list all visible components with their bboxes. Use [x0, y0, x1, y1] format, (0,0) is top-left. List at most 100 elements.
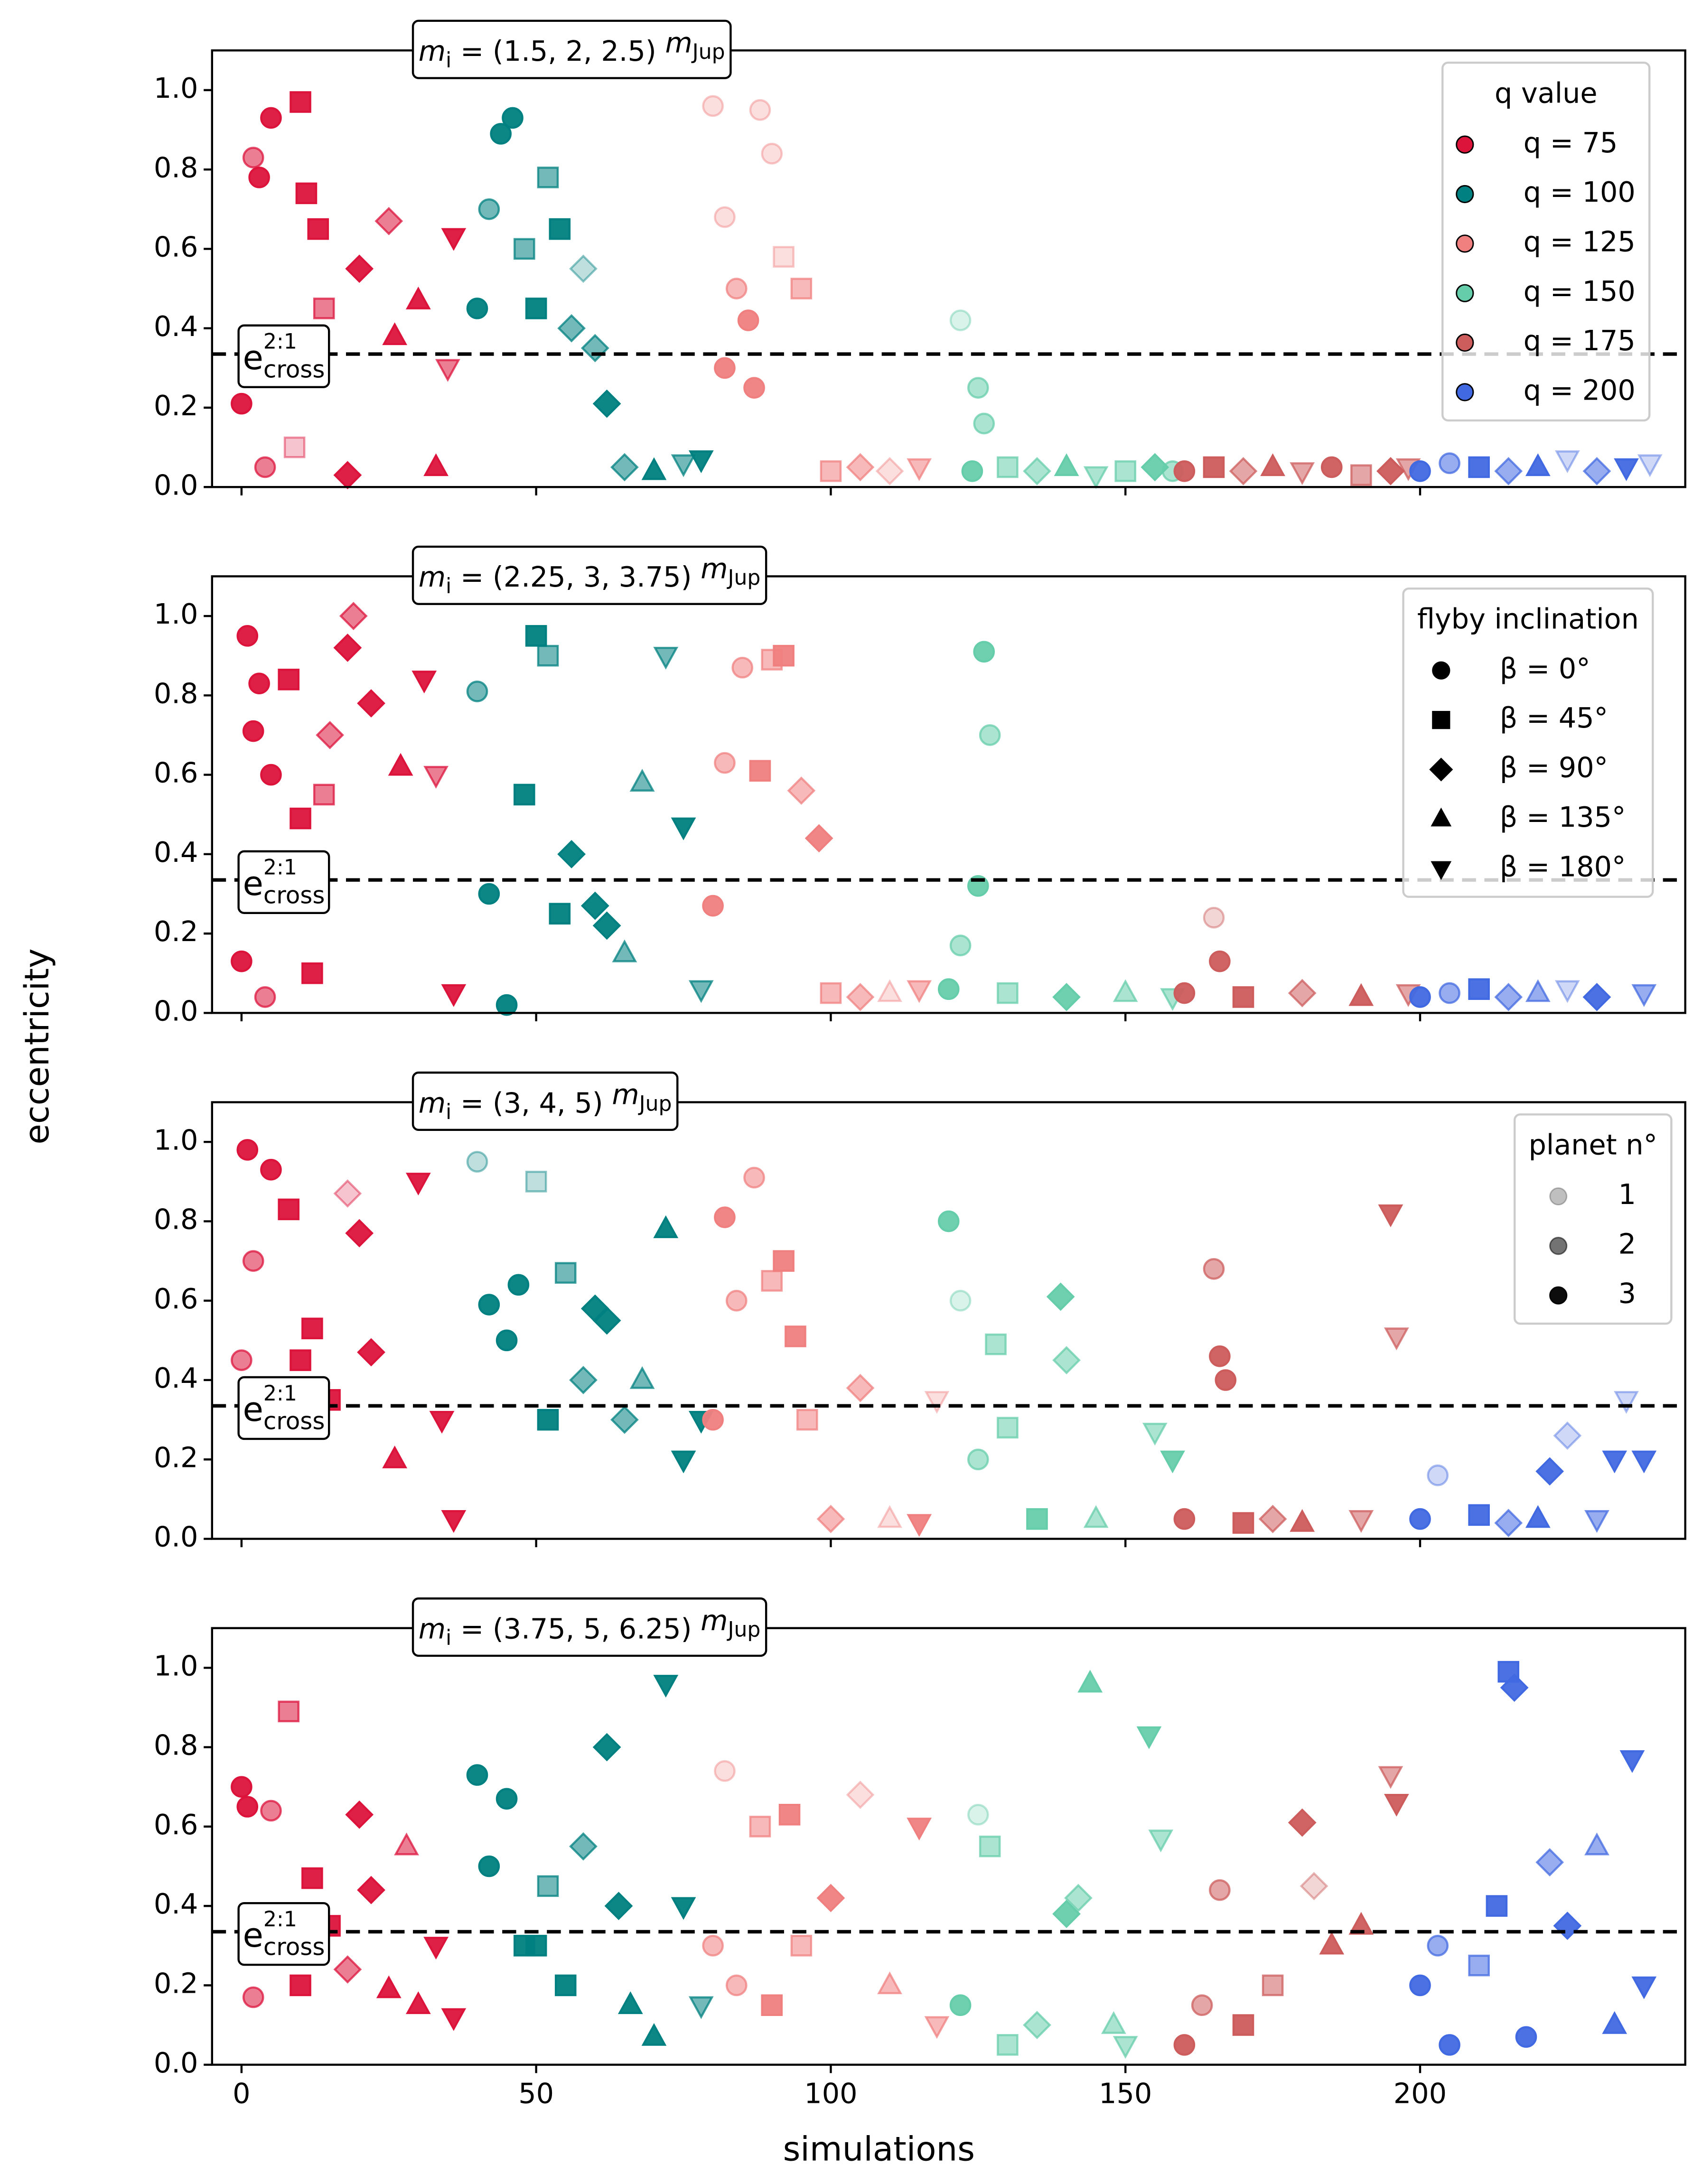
legend-label: 3: [1618, 1277, 1636, 1310]
data-point: [405, 286, 431, 309]
data-point: [290, 1974, 311, 1997]
data-point: [1077, 1670, 1103, 1693]
data-point: [1409, 986, 1431, 1008]
legend-label: 2: [1618, 1227, 1636, 1260]
data-point: [787, 776, 816, 805]
legend-label: β = 90°: [1500, 751, 1608, 784]
data-point: [231, 392, 252, 415]
data-point: [537, 167, 559, 188]
data-point: [1376, 457, 1405, 485]
data-point: [242, 1250, 264, 1272]
data-point: [1378, 1204, 1403, 1227]
legend-label: q = 100: [1524, 176, 1636, 208]
data-point: [629, 769, 655, 792]
data-point: [1160, 1450, 1185, 1474]
data-point: [1555, 980, 1580, 1003]
y-tick-label: 0.8: [154, 1203, 198, 1236]
data-point: [339, 602, 368, 630]
data-point: [382, 322, 408, 345]
data-point: [1631, 1450, 1657, 1474]
data-point: [702, 95, 724, 117]
data-point: [731, 656, 753, 679]
y-tick-label: 0.0: [154, 2046, 198, 2079]
data-point: [702, 1934, 724, 1957]
data-point: [242, 147, 264, 168]
data-point: [949, 1994, 972, 2016]
data-point: [688, 450, 714, 473]
data-point: [1348, 1912, 1374, 1935]
data-point: [877, 1971, 902, 1995]
data-point: [688, 980, 714, 1003]
panel-title: mi = (3.75, 5, 6.25) mJup: [419, 1604, 761, 1650]
data-point: [816, 1884, 845, 1913]
data-point: [1288, 979, 1317, 1008]
panel-title: mi = (1.5, 2, 2.5) mJup: [419, 27, 725, 73]
data-point: [1348, 1510, 1374, 1533]
data-point: [1209, 1879, 1231, 1901]
data-point: [967, 1803, 989, 1826]
data-point: [1525, 1505, 1551, 1528]
title-subscript: Jup: [726, 1618, 760, 1642]
data-point: [846, 1781, 875, 1809]
legend-title: q value: [1495, 76, 1598, 109]
data-point: [248, 672, 270, 694]
data-point: [726, 278, 748, 299]
data-point: [549, 218, 571, 240]
data-point: [790, 1934, 813, 1957]
data-point: [1229, 457, 1258, 485]
data-point: [1258, 1504, 1287, 1533]
data-point: [441, 1510, 467, 1533]
data-point: [796, 1409, 818, 1431]
data-point: [260, 764, 282, 786]
data-point: [557, 314, 586, 343]
data-point: [592, 389, 621, 418]
data-point: [671, 454, 696, 477]
legend-marker: [1432, 711, 1450, 729]
data-point: [313, 298, 335, 319]
data-point: [702, 895, 724, 917]
data-point: [435, 359, 460, 382]
threshold-sub: cross: [263, 881, 325, 909]
plot-frame: [211, 575, 1686, 1014]
data-point: [749, 99, 771, 121]
legend-marker: [1456, 185, 1474, 204]
data-point: [641, 457, 667, 480]
title-text: = (3, 4, 5): [451, 1087, 612, 1120]
legend-marker: [1456, 333, 1474, 352]
data-point: [441, 984, 467, 1007]
data-point: [961, 460, 983, 482]
data-point: [333, 1179, 362, 1208]
plot-frame: [211, 49, 1686, 488]
data-point: [714, 1760, 736, 1782]
data-point: [1409, 1974, 1431, 1997]
data-point: [290, 91, 311, 113]
y-tick-label: 0.4: [154, 1887, 198, 1920]
data-point: [997, 456, 1019, 478]
title-text: = (1.5, 2, 2.5): [451, 35, 665, 67]
data-point: [937, 1210, 960, 1232]
y-tick-label: 0.2: [154, 915, 198, 948]
data-point: [301, 1317, 323, 1340]
data-point: [907, 1818, 932, 1841]
data-point: [345, 254, 374, 283]
legend-marker: [1432, 661, 1450, 680]
threshold-symbol: e: [243, 338, 263, 377]
data-point: [254, 986, 276, 1008]
data-point: [1614, 1391, 1639, 1414]
data-point: [496, 1329, 518, 1352]
data-point: [937, 978, 960, 1000]
data-point: [761, 142, 783, 165]
threshold-sup: 2:1: [263, 330, 297, 354]
y-tick-label: 0.8: [154, 677, 198, 709]
data-point: [1553, 1421, 1582, 1450]
data-point: [514, 238, 535, 260]
data-point: [1378, 1766, 1403, 1789]
data-point: [743, 1167, 765, 1189]
data-point: [537, 1875, 559, 1897]
data-point: [617, 1991, 643, 2014]
data-point: [514, 784, 535, 806]
data-point: [1602, 1450, 1627, 1474]
data-point: [1260, 453, 1285, 476]
data-point: [973, 641, 995, 663]
data-point: [604, 1892, 633, 1920]
